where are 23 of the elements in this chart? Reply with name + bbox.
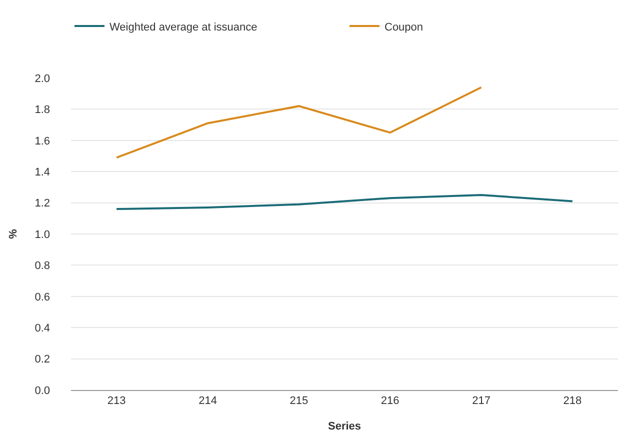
legend-label: Weighted average at issuance [110, 21, 258, 34]
y-tick-label: 0.8 [34, 260, 50, 272]
x-tick-label: 215 [290, 395, 308, 408]
y-tick-label: 2.0 [34, 72, 50, 85]
x-tick-label: 216 [380, 395, 400, 408]
y-axis-title: % [7, 228, 20, 239]
x-tick-label: 218 [563, 395, 582, 408]
line-series [116, 86, 482, 159]
y-tick-label: 1.6 [34, 135, 50, 148]
y-tick-label: 1.4 [34, 166, 50, 178]
y-tick-label: 0.6 [34, 291, 50, 304]
y-tick-label: 1.2 [34, 198, 50, 210]
y-tick-label: 1.8 [34, 104, 50, 116]
x-tick-label: 213 [107, 395, 126, 408]
x-axis-title: Series [328, 420, 362, 432]
x-tick-label: 214 [198, 395, 217, 408]
y-tick-label: 0.0 [34, 384, 50, 397]
y-tick-label: 1.0 [34, 228, 50, 241]
legend-label: Coupon [384, 21, 424, 34]
line-series [116, 194, 574, 210]
y-tick-label: 0.2 [34, 354, 50, 366]
y-tick-label: 0.4 [34, 322, 50, 334]
x-tick-label: 217 [472, 395, 490, 408]
